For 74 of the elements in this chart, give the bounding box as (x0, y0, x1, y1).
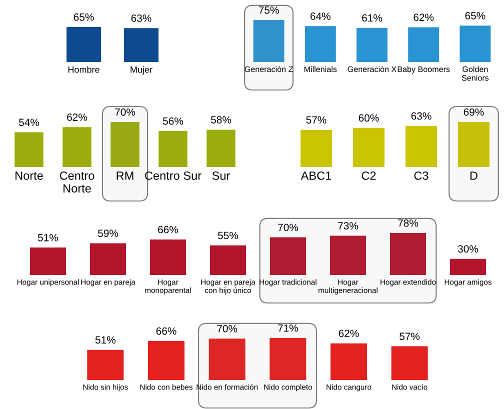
x-tick-label: Baby Boomers (398, 66, 450, 74)
data-label: 51% (95, 336, 116, 344)
x-tick-label: Mujer (130, 66, 152, 75)
bar (460, 26, 491, 62)
x-tick-label: C3 (414, 171, 428, 180)
data-label: 61% (362, 14, 382, 22)
data-label: 70% (217, 324, 238, 332)
data-label: 65% (465, 12, 486, 20)
bar (110, 122, 140, 167)
data-label: 62% (414, 14, 434, 22)
data-label: 70% (115, 108, 136, 116)
data-label: 75% (258, 6, 279, 14)
data-label: 70% (278, 224, 298, 232)
bar (458, 122, 490, 167)
bar (304, 26, 336, 62)
bar (406, 126, 437, 167)
bar (158, 131, 188, 167)
bar (14, 132, 44, 167)
data-label: 57% (306, 116, 326, 124)
x-tick-label: Generación X (348, 66, 396, 72)
bar (300, 130, 332, 167)
bar (253, 20, 284, 62)
x-tick-label: D (470, 172, 478, 180)
x-tick-label: ABC1 (300, 171, 332, 180)
data-label: 57% (400, 332, 420, 340)
bar (208, 338, 246, 380)
bar (330, 236, 366, 275)
data-label: 71% (278, 324, 298, 332)
data-label: 55% (218, 232, 238, 240)
bar (90, 243, 126, 275)
bar (330, 343, 367, 380)
data-label: 65% (74, 13, 94, 21)
bar (148, 340, 184, 380)
data-label: 63% (411, 112, 432, 120)
data-label: 58% (210, 116, 232, 124)
bar (150, 239, 186, 275)
x-tick-label: RM (116, 172, 134, 180)
data-label: 62% (67, 114, 88, 121)
data-label: 69% (464, 108, 484, 116)
bar (62, 127, 92, 167)
bar (30, 248, 66, 275)
bar (270, 338, 306, 380)
x-tick-label: Millenials (304, 66, 337, 72)
x-tick-label: Generación Z (244, 66, 293, 72)
data-label: 66% (156, 327, 176, 335)
data-label: 73% (338, 222, 358, 230)
data-label: 59% (98, 230, 118, 238)
bar (206, 130, 236, 167)
bar (391, 346, 428, 380)
data-label: 63% (131, 14, 152, 22)
data-label: 66% (158, 226, 178, 234)
bar (390, 233, 426, 275)
data-label: 78% (398, 219, 418, 227)
data-label: 54% (18, 118, 40, 126)
data-label: 62% (338, 330, 359, 338)
data-label: 51% (38, 234, 58, 242)
bar (408, 27, 440, 62)
bar (270, 237, 306, 275)
bar (87, 350, 124, 380)
bar (450, 258, 486, 275)
x-tick-label: Centro Sur (145, 171, 202, 180)
bar (356, 28, 388, 62)
data-label: 30% (458, 245, 478, 253)
data-label: 60% (358, 114, 379, 122)
data-label: 64% (310, 12, 330, 20)
x-tick-label: Hombre (68, 66, 100, 73)
bar (210, 245, 246, 275)
x-tick-label: Sur (212, 171, 230, 180)
x-tick-label: Norte (16, 172, 43, 180)
data-label: 56% (162, 117, 184, 125)
bar (353, 128, 384, 167)
x-tick-label: Golden Seniors (462, 66, 489, 81)
x-tick-label: Centro Norte (60, 171, 94, 193)
x-tick-label: C2 (362, 171, 376, 180)
